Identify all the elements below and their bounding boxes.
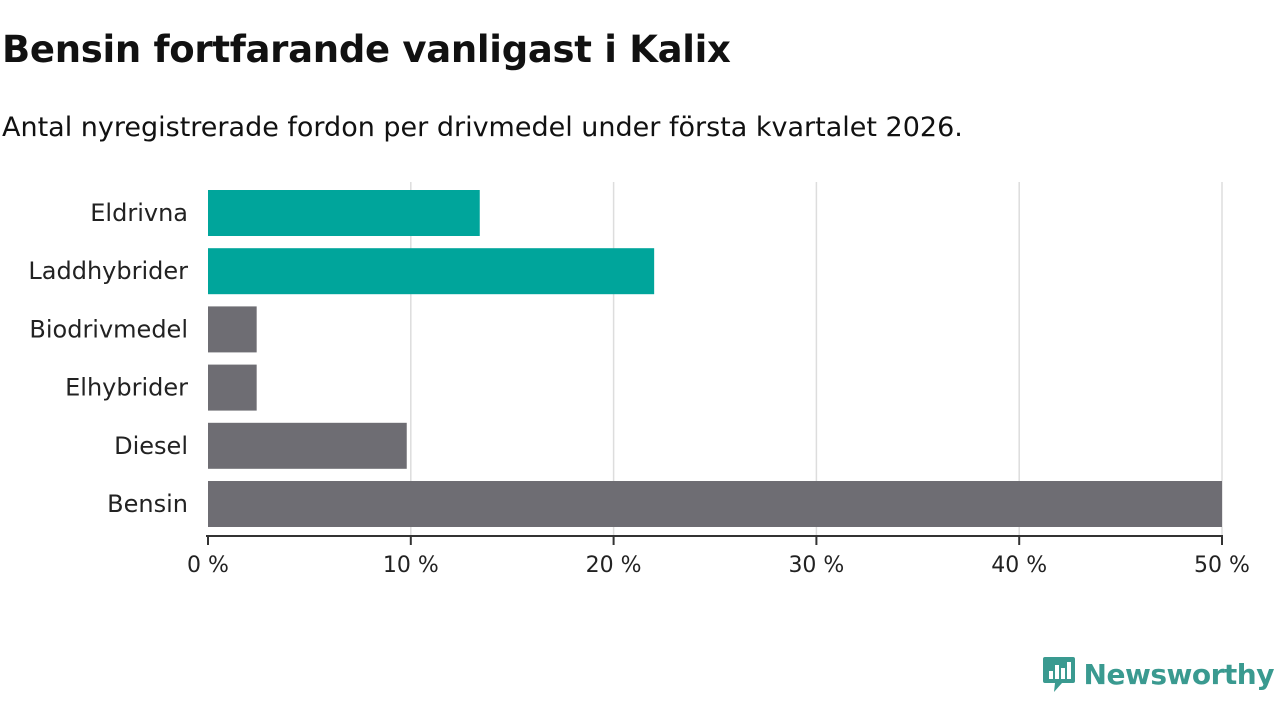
x-axis: 0 % 10 % 20 % 30 % 40 % 50 %	[187, 535, 1250, 578]
bar-eldrivna	[208, 190, 480, 236]
category-label: Biodrivmedel	[29, 315, 188, 343]
x-tick-label: 10 %	[383, 553, 439, 578]
category-label: Eldrivna	[90, 199, 188, 227]
x-tick-label: 20 %	[586, 553, 642, 578]
gridlines	[410, 182, 1223, 536]
category-label: Laddhybrider	[28, 257, 188, 285]
x-tick-label: 40 %	[991, 553, 1047, 578]
x-tick-label: 50 %	[1194, 553, 1250, 578]
brand-name: Newsworthy	[1083, 657, 1275, 691]
bar-biodrivmedel	[208, 306, 257, 353]
x-tick-label: 0 %	[187, 553, 229, 578]
newsworthy-logo-icon	[1042, 657, 1075, 692]
x-tick-label: 30 %	[788, 553, 844, 578]
category-labels: Eldrivna Laddhybrider Biodrivmedel Elhybrid…	[28, 199, 188, 518]
bar-elhybrider	[208, 364, 257, 411]
chart-subtitle: Antal nyregistrerade fordon per drivmede…	[2, 112, 963, 143]
category-label: Elhybrider	[65, 374, 188, 402]
bar-laddhybrider	[208, 248, 655, 295]
chart-title: Bensin fortfarande vanligast i Kalix	[2, 28, 731, 71]
bars	[208, 190, 1222, 527]
brand-logo: Newsworthy	[1042, 655, 1275, 693]
bar-diesel	[208, 422, 407, 469]
category-label: Bensin	[107, 490, 188, 518]
category-label: Diesel	[114, 432, 188, 460]
bar-bensin	[208, 481, 1222, 527]
